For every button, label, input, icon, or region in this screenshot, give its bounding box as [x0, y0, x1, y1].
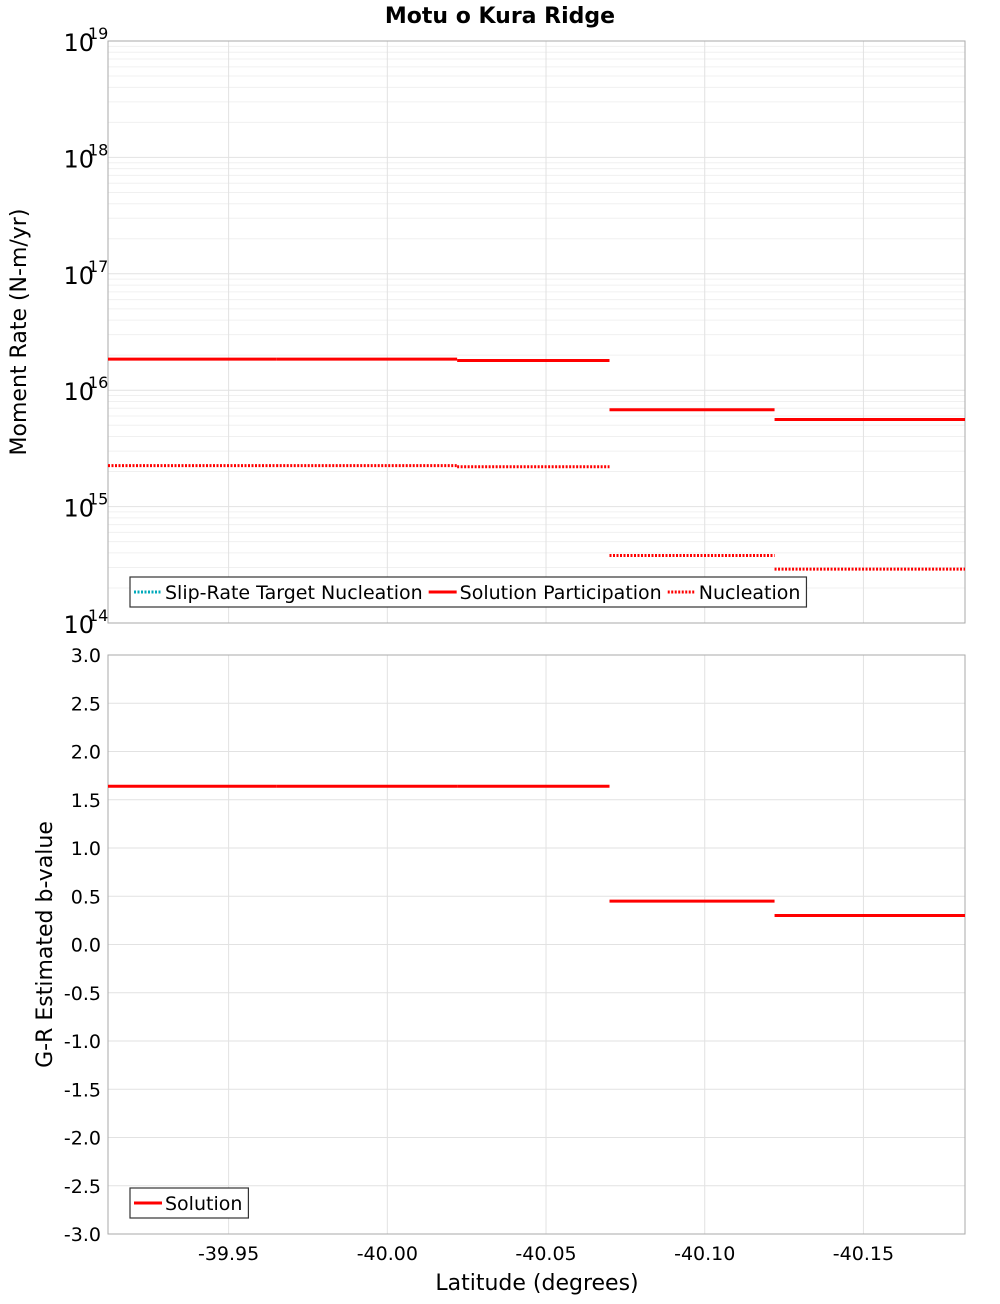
y-tick-label: 1.0: [71, 838, 101, 860]
x-tick-label: -40.00: [357, 1243, 418, 1265]
y-tick-exponent: 18: [88, 140, 108, 159]
y-tick-label: 2.5: [71, 693, 101, 715]
y-tick-label: 10: [63, 29, 94, 57]
y-tick-exponent: 16: [88, 373, 108, 392]
y-tick-label: 10: [63, 145, 94, 173]
legend-label: Solution: [165, 1193, 242, 1215]
y-tick-label: -3.0: [64, 1224, 101, 1246]
plot-frame: [107, 40, 966, 624]
y-tick-label: 10: [63, 378, 94, 406]
chart-title: Motu o Kura Ridge: [385, 4, 615, 29]
y-tick-label: 10: [63, 262, 94, 290]
y-tick-label: 0.5: [71, 886, 101, 908]
y-axis-label: G-R Estimated b-value: [33, 821, 58, 1068]
legend: Slip-Rate Target Nucleation Solution Part…: [129, 576, 808, 608]
y-tick-label: -2.5: [64, 1176, 101, 1198]
x-tick-label: -40.15: [833, 1243, 894, 1265]
x-tick-label: -40.05: [515, 1243, 576, 1265]
y-tick-label: -1.5: [64, 1079, 101, 1101]
y-tick-label: 2.0: [71, 742, 101, 764]
y-tick-exponent: 17: [88, 257, 108, 276]
y-tick-exponent: 14: [88, 606, 108, 625]
plot-frame: [107, 654, 966, 1235]
y-axis-label: Moment Rate (N-m/yr): [7, 209, 32, 456]
y-tick-label: 1.5: [71, 790, 101, 812]
legend-label: Nucleation: [699, 582, 801, 604]
y-tick-label: -0.5: [64, 983, 101, 1005]
y-tick-label: -2.0: [64, 1128, 101, 1150]
y-tick-label: 3.0: [71, 645, 101, 667]
y-tick-exponent: 19: [88, 24, 108, 43]
x-axis-label: Latitude (degrees): [435, 1271, 638, 1296]
y-tick-label: 10: [63, 611, 94, 639]
legend: Solution: [129, 1187, 250, 1219]
x-tick-label: -40.10: [674, 1243, 735, 1265]
x-tick-label: -39.95: [198, 1243, 259, 1265]
y-tick-label: 10: [63, 495, 94, 523]
legend-label: Solution Participation: [460, 582, 662, 604]
y-tick-label: -1.0: [64, 1031, 101, 1053]
y-tick-label: 0.0: [71, 935, 101, 957]
b-value-panel: 3.0 2.5 2.0 1.5 1.0 0.5 0.0 -0.5 -1.0 -1.5 -2.0 -2.…: [33, 645, 966, 1265]
legend-label: Slip-Rate Target Nucleation: [165, 582, 423, 604]
y-tick-exponent: 15: [88, 490, 108, 509]
